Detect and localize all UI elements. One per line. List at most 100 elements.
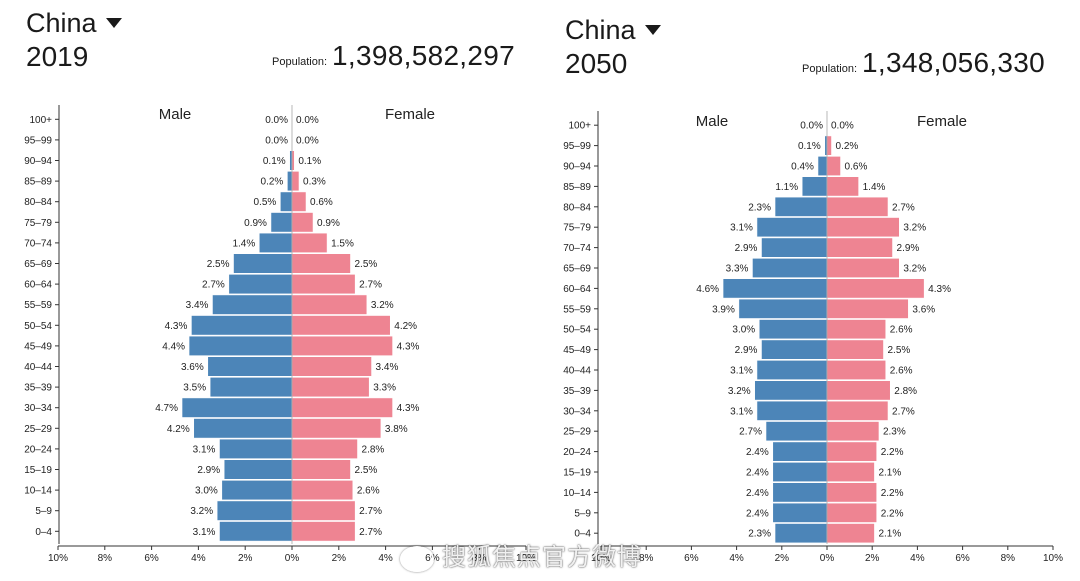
weibo-logo-icon xyxy=(400,545,434,572)
male-value-label: 0.0% xyxy=(265,115,288,126)
age-group-label: 0–4 xyxy=(35,527,52,538)
x-tick-label: 6% xyxy=(684,553,699,564)
female-bar xyxy=(826,319,887,340)
female-value-label: 2.3% xyxy=(883,427,906,438)
age-group-label: 25–29 xyxy=(24,424,52,435)
female-value-label: 2.7% xyxy=(892,406,915,417)
male-bar xyxy=(824,135,828,156)
male-value-label: 2.9% xyxy=(197,465,220,476)
male-value-label: 2.7% xyxy=(739,427,762,438)
male-bar xyxy=(754,380,828,401)
male-value-label: 3.1% xyxy=(193,444,216,455)
age-group-label: 35–39 xyxy=(563,386,591,397)
age-group-label: 80–84 xyxy=(24,197,52,208)
age-group-label: 5–9 xyxy=(574,508,591,519)
x-tick-label: 6% xyxy=(955,553,970,564)
age-group-label: 45–49 xyxy=(563,345,591,356)
male-value-label: 3.3% xyxy=(726,264,749,275)
country-selector-2019[interactable]: China xyxy=(26,8,122,39)
x-tick-label: 10% xyxy=(516,553,536,564)
male-value-label: 2.4% xyxy=(746,468,769,479)
age-group-label: 95–99 xyxy=(563,141,591,152)
age-group-label: 65–69 xyxy=(563,264,591,275)
female-bar xyxy=(826,217,900,238)
age-group-label: 70–74 xyxy=(563,243,591,254)
male-value-label: 3.1% xyxy=(193,527,216,538)
population-value: 1,398,582,297 xyxy=(332,40,516,71)
watermark-text: 搜狐焦点官方微博 xyxy=(442,544,642,571)
female-value-label: 0.1% xyxy=(298,156,321,167)
male-value-label: 3.9% xyxy=(712,304,735,315)
male-bar xyxy=(774,523,828,544)
female-label: Female xyxy=(385,106,435,123)
x-tick-label: 8% xyxy=(472,553,487,564)
male-bar xyxy=(761,237,828,258)
age-group-label: 60–64 xyxy=(24,280,52,291)
female-bar xyxy=(826,502,878,523)
male-value-label: 2.7% xyxy=(202,280,225,291)
female-bar xyxy=(826,257,900,278)
female-value-label: 2.6% xyxy=(890,325,913,336)
x-tick-label: 10% xyxy=(48,553,68,564)
male-value-label: 1.1% xyxy=(775,182,798,193)
male-value-label: 0.0% xyxy=(265,135,288,146)
female-value-label: 4.2% xyxy=(394,321,417,332)
female-bar xyxy=(826,482,878,503)
male-bar xyxy=(756,400,828,421)
male-bar xyxy=(772,482,828,503)
dropdown-caret-icon[interactable] xyxy=(105,17,122,28)
male-value-label: 3.2% xyxy=(728,386,751,397)
female-value-label: 2.7% xyxy=(359,506,382,517)
x-tick-label: 2% xyxy=(865,553,880,564)
population-2019: Population: 1,398,582,297 xyxy=(272,40,515,72)
female-value-label: 2.8% xyxy=(362,444,385,455)
female-value-label: 0.3% xyxy=(303,177,326,188)
x-tick-label: 4% xyxy=(191,553,206,564)
country-name[interactable]: China xyxy=(565,15,636,45)
age-group-label: 40–44 xyxy=(563,366,591,377)
female-value-label: 2.1% xyxy=(878,468,901,479)
country-name[interactable]: China xyxy=(26,8,97,38)
female-value-label: 2.6% xyxy=(357,486,380,497)
female-value-label: 4.3% xyxy=(397,403,420,414)
female-bar xyxy=(826,441,878,462)
female-value-label: 0.6% xyxy=(310,197,333,208)
age-group-label: 90–94 xyxy=(24,156,52,167)
female-value-label: 2.1% xyxy=(878,529,901,540)
age-group-label: 30–34 xyxy=(24,403,52,414)
x-tick-label: 10% xyxy=(591,553,611,564)
male-value-label: 1.4% xyxy=(232,238,255,249)
female-label: Female xyxy=(917,113,967,130)
female-value-label: 0.6% xyxy=(845,162,868,173)
age-group-label: 65–69 xyxy=(24,259,52,270)
male-value-label: 2.3% xyxy=(748,529,771,540)
population-2050: Population: 1,348,056,330 xyxy=(802,47,1045,79)
female-bar xyxy=(826,421,880,442)
x-tick-label: 8% xyxy=(1001,553,1016,564)
female-value-label: 3.4% xyxy=(376,362,399,373)
male-value-label: 4.3% xyxy=(165,321,188,332)
age-group-label: 80–84 xyxy=(563,202,591,213)
female-bar xyxy=(826,380,891,401)
female-bar xyxy=(826,298,909,319)
age-group-label: 40–44 xyxy=(24,362,52,373)
female-bar xyxy=(826,135,832,156)
age-group-label: 90–94 xyxy=(563,162,591,173)
male-value-label: 3.4% xyxy=(186,300,209,311)
age-group-label: 20–24 xyxy=(24,444,52,455)
age-group-label: 15–19 xyxy=(24,465,52,476)
female-value-label: 3.2% xyxy=(371,300,394,311)
male-label: Male xyxy=(159,106,192,123)
female-value-label: 2.2% xyxy=(881,488,904,499)
population-label: Population: xyxy=(802,63,858,75)
dropdown-caret-icon[interactable] xyxy=(644,24,661,35)
male-bar xyxy=(761,339,828,360)
female-value-label: 2.2% xyxy=(881,447,904,458)
age-group-label: 10–14 xyxy=(563,488,591,499)
country-selector-2050[interactable]: China xyxy=(565,15,661,46)
age-group-label: 75–79 xyxy=(563,223,591,234)
male-bar xyxy=(772,502,828,523)
age-group-label: 100+ xyxy=(29,115,52,126)
age-group-label: 45–49 xyxy=(24,341,52,352)
